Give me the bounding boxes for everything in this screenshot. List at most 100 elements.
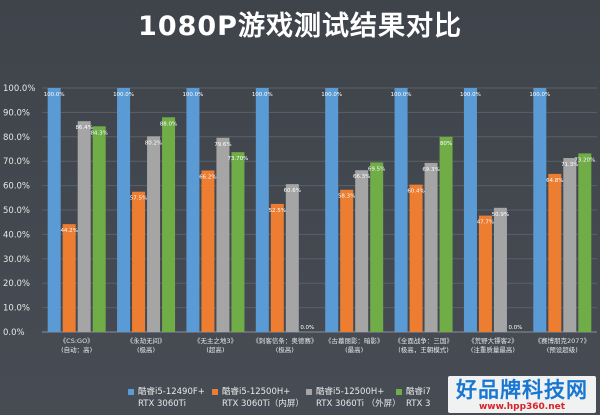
x-tick-label: 《荒野大镖客2》 <box>468 336 518 345</box>
x-tick-label: (自动：高) <box>61 345 92 354</box>
legend-swatch-3 <box>306 389 312 395</box>
x-tick-label: (极高，王朝模式) <box>398 345 449 354</box>
legend-item-3: 酷睿i5-12500H+ RTX 3060Ti （外屏） <box>306 386 401 410</box>
data-label: 100.0% <box>182 92 203 98</box>
watermark-text: 好品牌科技网 <box>456 378 588 402</box>
bar <box>394 88 408 332</box>
y-tick-label: 100.0% <box>3 84 35 94</box>
x-tick-label: 《永劫无间》 <box>127 336 166 345</box>
data-label: 100.0% <box>113 92 134 98</box>
bar <box>255 88 269 332</box>
data-label: 0.0% <box>300 325 314 331</box>
data-label: 71.3% <box>561 162 578 168</box>
y-tick-label: 40.0% <box>3 230 30 240</box>
bar <box>92 126 106 332</box>
data-label: 80% <box>440 141 452 147</box>
x-tick-label: (极高) <box>276 345 294 354</box>
legend-label-1-line1: 酷睿i5-12490F+ <box>138 387 205 397</box>
data-label: 44.2% <box>60 228 77 234</box>
bar <box>424 162 438 332</box>
bar <box>478 215 492 332</box>
chart-title: 1080P游戏测试结果对比 <box>138 11 462 42</box>
data-label: 100.0% <box>529 92 550 98</box>
data-label: 84.3% <box>90 130 107 136</box>
bar <box>355 170 369 332</box>
legend-label-1-line2: RTX 3060Ti <box>138 399 186 409</box>
data-label: 60.6% <box>284 188 301 194</box>
y-tick-label: 70.0% <box>3 157 30 167</box>
data-label: 100.0% <box>252 92 273 98</box>
x-tick-label: (超高) <box>206 345 224 354</box>
data-label: 80.2% <box>145 140 162 146</box>
y-tick-label: 10.0% <box>3 304 30 314</box>
bar <box>47 88 61 332</box>
data-label: 60.4% <box>407 189 424 195</box>
y-tick-label: 20.0% <box>3 279 30 289</box>
x-tick-label: 《刺客信条：奥德赛》 <box>252 336 317 345</box>
data-label: 100.0% <box>391 92 412 98</box>
data-label: 66.2% <box>199 174 216 180</box>
data-label: 0.0% <box>508 325 522 331</box>
legend-label-3-line2: RTX 3060Ti （外屏） <box>316 399 401 409</box>
bar <box>216 137 230 332</box>
legend-item-4: 酷睿i7 RTX 3 <box>396 386 431 410</box>
legend-item-2: 酷睿i5-12500H+ RTX 3060Ti（内屏） <box>212 386 304 410</box>
y-tick-label: 30.0% <box>3 255 30 265</box>
bar <box>186 88 200 332</box>
y-tick-label: 50.0% <box>3 206 30 216</box>
bar <box>548 173 562 332</box>
x-tick-label: 《无主之地3》 <box>194 336 237 345</box>
data-label: 69.5% <box>368 166 385 172</box>
x-tick-label: 《古墓丽影：暗影》 <box>325 336 384 345</box>
bar <box>285 184 299 332</box>
bar <box>493 207 507 332</box>
legend-swatch-2 <box>212 389 218 395</box>
legend: 酷睿i5-12490F+ RTX 3060Ti 酷睿i5-12500H+ RTX… <box>128 386 598 415</box>
data-label: 66.3% <box>353 174 370 180</box>
data-label: 100.0% <box>321 92 342 98</box>
watermark-url: www.hpp360.net <box>478 402 566 412</box>
legend-label-2-line2: RTX 3060Ti（内屏） <box>222 399 304 409</box>
legend-item-1: 酷睿i5-12490F+ RTX 3060Ti <box>128 386 205 410</box>
bar <box>62 224 76 332</box>
legend-swatch-4 <box>396 389 402 395</box>
watermark-logo: 好品牌科技网 www.hpp360.net <box>448 376 596 413</box>
legend-label-3-line1: 酷睿i5-12500H+ <box>316 387 385 397</box>
data-label: 73.20% <box>574 157 595 163</box>
data-label: 47.7% <box>477 220 494 226</box>
y-tick-label: 60.0% <box>3 182 30 192</box>
legend-label-4-line2: RTX 3 <box>406 399 431 409</box>
legend-label-2-line1: 酷睿i5-12500H+ <box>222 387 291 397</box>
x-tick-label: 《赛博朋克2077》 <box>535 336 591 345</box>
bar <box>578 153 592 332</box>
data-label: 100.0% <box>44 92 65 98</box>
bar <box>231 152 245 332</box>
data-label: 73.70% <box>227 156 248 162</box>
data-label: 50.9% <box>492 212 509 218</box>
bar <box>533 88 547 332</box>
x-tick-label: (预设超级) <box>547 345 578 354</box>
x-tick-label: (最高) <box>345 345 363 354</box>
bar <box>117 88 131 332</box>
y-tick-label: 90.0% <box>3 108 30 118</box>
legend-swatch-1 <box>128 389 134 395</box>
data-label: 86.4% <box>75 125 92 131</box>
data-label: 79.6% <box>214 142 231 148</box>
x-tick-label: 《CS:GO》 <box>60 337 94 345</box>
legend-label-4-line1: 酷睿i7 <box>406 387 431 397</box>
bar <box>162 117 176 332</box>
bar <box>439 136 453 332</box>
data-label: 64.8% <box>546 178 563 184</box>
y-tick-label: 80.0% <box>3 133 30 143</box>
bar <box>325 88 339 332</box>
bar <box>409 184 423 332</box>
x-tick-label: 《全面战争：三国》 <box>394 336 453 345</box>
bar <box>147 136 161 332</box>
x-tick-label: (极高) <box>137 345 155 354</box>
bar <box>563 158 577 332</box>
bar <box>370 162 384 332</box>
x-tick-label: (注重质量最高) <box>471 345 515 354</box>
bar <box>132 191 146 332</box>
